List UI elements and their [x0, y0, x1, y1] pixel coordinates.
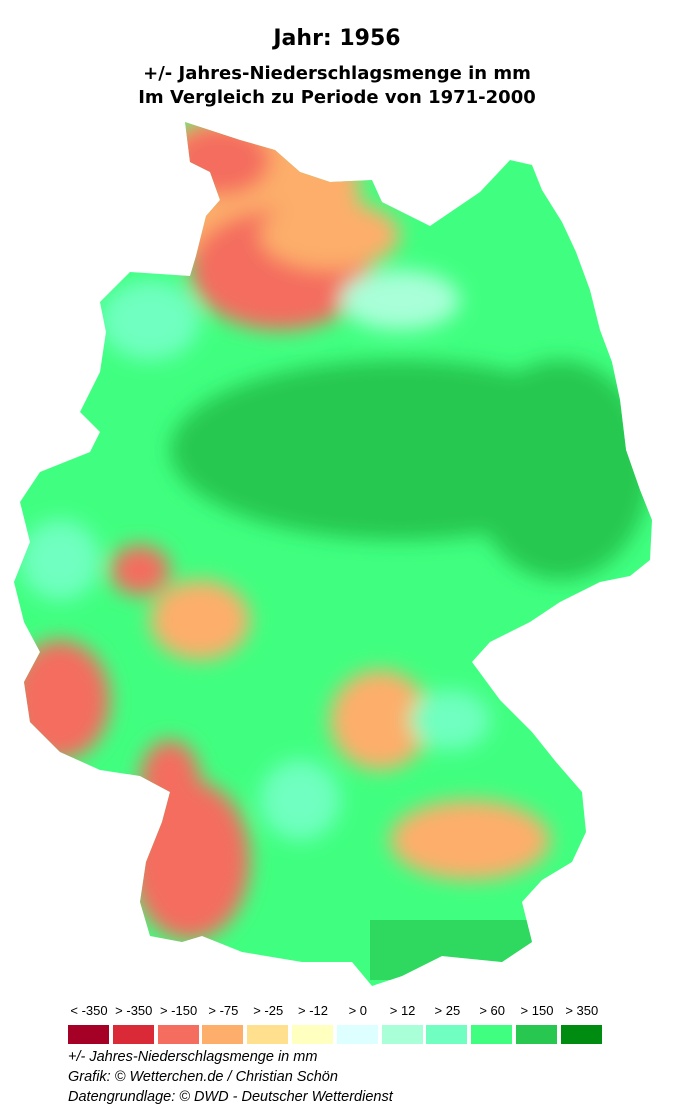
map-subtitle: +/- Jahres-Niederschlagsmenge in mm Im V… [0, 62, 674, 110]
legend-swatch [247, 1025, 289, 1044]
map-title: Jahr: 1956 [273, 26, 401, 51]
legend-swatch [471, 1025, 513, 1044]
legend-label: > 0 [348, 1003, 368, 1018]
legend-swatch [202, 1025, 244, 1044]
legend-label: > 150 [520, 1003, 554, 1018]
legend-label: > -25 [253, 1003, 284, 1018]
legend-label: > 60 [479, 1003, 506, 1018]
legend-swatch [560, 1025, 602, 1044]
legend-swatch [68, 1025, 109, 1044]
legend-label: > -75 [208, 1003, 239, 1018]
germany-precipitation-map [14, 122, 652, 986]
precipitation-field [14, 122, 652, 986]
subtitle-line-2: Im Vergleich zu Periode von 1971-2000 [138, 87, 536, 108]
footer-credit: Grafik: © Wetterchen.de / Christian Schö… [68, 1069, 338, 1085]
legend-swatch [336, 1025, 378, 1044]
legend-swatch [157, 1025, 199, 1044]
legend-label: > 350 [565, 1003, 599, 1018]
legend-label: > -150 [159, 1003, 198, 1018]
legend-swatch [516, 1025, 557, 1044]
legend-label: > -12 [298, 1003, 328, 1018]
subtitle-line-1: +/- Jahres-Niederschlagsmenge in mm [143, 63, 531, 84]
legend-label: > 25 [434, 1003, 461, 1018]
legend-swatch [292, 1025, 333, 1044]
legend-label: < -350 [70, 1003, 108, 1018]
footer-unit: +/- Jahres-Niederschlagsmenge in mm [68, 1049, 318, 1065]
footer-source: Datengrundlage: © DWD - Deutscher Wetter… [68, 1089, 393, 1105]
legend-label: > -350 [115, 1003, 153, 1018]
legend-swatch [381, 1025, 423, 1044]
legend-swatch [426, 1025, 468, 1044]
legend-label: > 12 [389, 1003, 416, 1018]
legend-swatch [112, 1025, 154, 1044]
